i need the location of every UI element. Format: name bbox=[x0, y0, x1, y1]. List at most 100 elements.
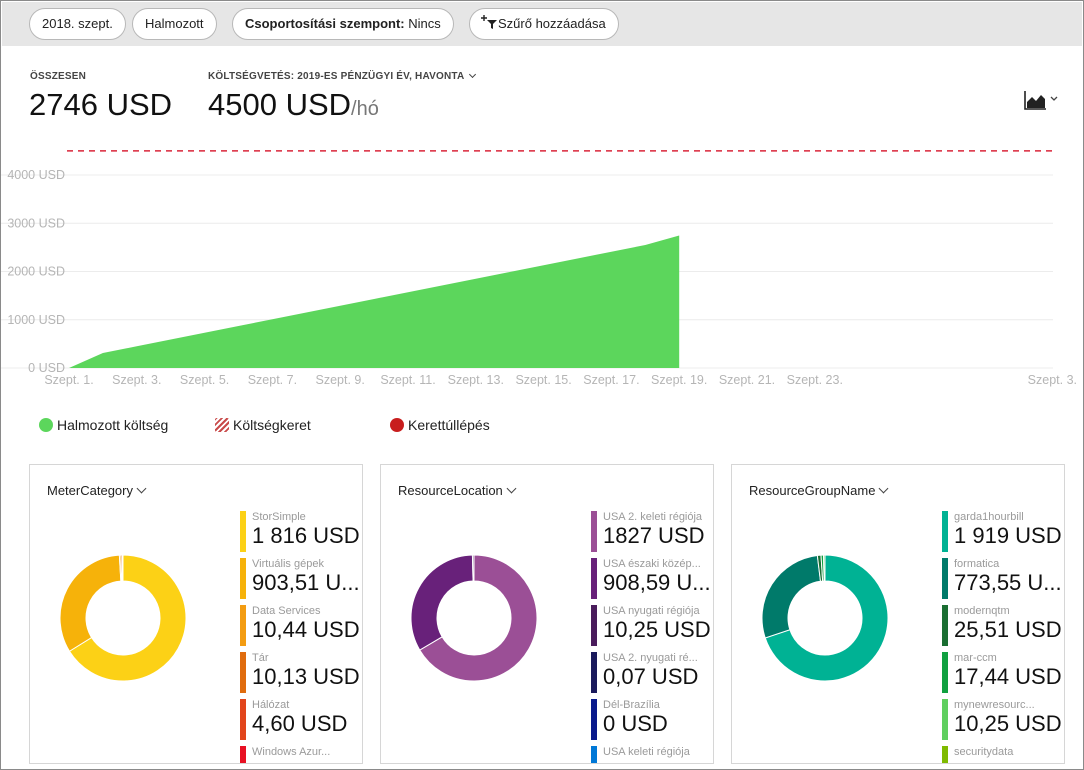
legend-list-item[interactable]: securitydata bbox=[942, 745, 1064, 763]
legend-list-item[interactable]: Hálózat 4,60 USD bbox=[240, 698, 362, 745]
legend-list-item[interactable]: Tár 10,13 USD bbox=[240, 651, 362, 698]
legend-list-item[interactable]: USA keleti régiója bbox=[591, 745, 713, 763]
legend-list-item[interactable]: modernqtm 25,51 USD bbox=[942, 604, 1064, 651]
x-tick-label: Szept. 13. bbox=[448, 373, 504, 387]
meter-category-list: StorSimple 1 816 USD Virtuális gépek 903,51… bbox=[240, 510, 362, 763]
item-name: mynewresourc... bbox=[954, 699, 1035, 711]
donut-slice[interactable] bbox=[410, 554, 474, 651]
red-dot-icon bbox=[390, 418, 404, 432]
legend-cumulative-cost[interactable]: Halmozott költség bbox=[39, 417, 168, 433]
donut-slice[interactable] bbox=[823, 554, 826, 582]
item-name: mar-ccm bbox=[954, 652, 997, 664]
item-value: 4,60 USD bbox=[252, 712, 348, 736]
total-value: 2746 USD bbox=[29, 87, 173, 122]
item-name: USA nyugati régiója bbox=[603, 605, 700, 617]
chart-type-button[interactable] bbox=[1023, 89, 1063, 111]
color-swatch bbox=[591, 558, 597, 599]
card-resource-location: ResourceLocation USA 2. keleti régiója 18… bbox=[380, 464, 714, 764]
item-name: Hálózat bbox=[252, 699, 290, 711]
legend-list-item[interactable]: USA nyugati régiója 10,25 USD bbox=[591, 604, 713, 651]
item-value: 25,51 USD bbox=[954, 618, 1062, 642]
resource-group-donut bbox=[761, 554, 889, 682]
x-tick-label: Szept. 21. bbox=[719, 373, 775, 387]
resource-location-donut bbox=[410, 554, 538, 682]
add-filter-button[interactable]: Szűrő hozzáadása bbox=[469, 8, 619, 40]
color-swatch bbox=[240, 652, 246, 693]
green-dot-icon bbox=[39, 418, 53, 432]
legend-budget[interactable]: Költségkeret bbox=[215, 417, 311, 433]
area-chart-icon bbox=[1024, 91, 1058, 110]
item-value: 10,25 USD bbox=[603, 618, 711, 642]
item-name: Windows Azur... bbox=[252, 746, 331, 758]
card-title-label: ResourceGroupName bbox=[749, 483, 876, 498]
color-swatch bbox=[240, 558, 246, 599]
item-value: 1 816 USD bbox=[252, 524, 360, 548]
donut-slice[interactable] bbox=[59, 554, 122, 652]
color-swatch bbox=[942, 699, 948, 740]
x-tick-label: Szept. 23. bbox=[787, 373, 843, 387]
legend-overrun[interactable]: Kerettúllépés bbox=[390, 417, 490, 433]
legend-list-item[interactable]: StorSimple 1 816 USD bbox=[240, 510, 362, 557]
item-value: 908,59 U... bbox=[603, 571, 711, 595]
legend-list-item[interactable]: Data Services 10,44 USD bbox=[240, 604, 362, 651]
budget-label: KÖLTSÉGVETÉS: 2019-ES PÉNZÜGYI ÉV, HAVON… bbox=[208, 71, 465, 82]
item-value: 10,13 USD bbox=[252, 665, 360, 689]
item-name: Data Services bbox=[252, 605, 321, 617]
legend-list-item[interactable]: Windows Azur... bbox=[240, 745, 362, 763]
x-tick-label: Szept. 3. bbox=[1028, 373, 1077, 387]
legend-list-item[interactable]: USA 2. keleti régiója 1827 USD bbox=[591, 510, 713, 557]
color-swatch bbox=[942, 558, 948, 599]
item-value: 17,44 USD bbox=[954, 665, 1062, 689]
legend-list-item[interactable]: mynewresourc... 10,25 USD bbox=[942, 698, 1064, 745]
item-name: securitydata bbox=[954, 746, 1014, 758]
card-meter-category: MeterCategory StorSimple 1 816 USD Virtuál… bbox=[29, 464, 363, 764]
filter-bar: 2018. szept. Halmozott Csoportosítási sz… bbox=[2, 2, 1082, 46]
card-title-dropdown[interactable]: ResourceLocation bbox=[398, 483, 517, 498]
add-filter-icon bbox=[480, 11, 498, 29]
legend-label: Költségkeret bbox=[233, 417, 311, 433]
legend-list-item[interactable]: USA északi közép... 908,59 U... bbox=[591, 557, 713, 604]
item-name: USA északi közép... bbox=[603, 558, 701, 570]
donut-slice[interactable] bbox=[761, 554, 822, 639]
item-value: 10,44 USD bbox=[252, 618, 360, 642]
color-swatch bbox=[240, 511, 246, 552]
item-value: 0 USD bbox=[603, 712, 668, 736]
cost-area-chart: 0 USD 1000 USD 2000 USD 3000 USD 4000 USD Sz… bbox=[1, 150, 1077, 387]
legend-list-item[interactable]: Virtuális gépek 903,51 U... bbox=[240, 557, 362, 604]
legend-label: Halmozott költség bbox=[57, 417, 169, 433]
item-value: 10,25 USD bbox=[954, 712, 1062, 736]
item-value: 773,55 U... bbox=[954, 571, 1062, 595]
chevron-down-icon bbox=[136, 483, 147, 494]
x-tick-label: Szept. 1. bbox=[44, 373, 93, 387]
meter-category-donut bbox=[59, 554, 187, 682]
y-tick-label: 2000 USD bbox=[7, 265, 65, 279]
chevron-down-icon bbox=[506, 483, 517, 494]
card-title-dropdown[interactable]: MeterCategory bbox=[47, 483, 147, 498]
color-swatch bbox=[591, 746, 597, 763]
y-tick-label: 1000 USD bbox=[7, 313, 65, 327]
chart-mode-filter[interactable]: Halmozott bbox=[132, 8, 217, 40]
item-name: USA 2. nyugati ré... bbox=[603, 652, 698, 664]
legend-list-item[interactable]: Dél-Brazília 0 USD bbox=[591, 698, 713, 745]
color-swatch bbox=[591, 652, 597, 693]
budget-selector[interactable]: KÖLTSÉGVETÉS: 2019-ES PÉNZÜGYI ÉV, HAVON… bbox=[208, 70, 477, 82]
legend-list-item[interactable]: garda1hourbill 1 919 USD bbox=[942, 510, 1064, 557]
legend-list-item[interactable]: mar-ccm 17,44 USD bbox=[942, 651, 1064, 698]
donut-slice[interactable] bbox=[419, 554, 538, 682]
donut-slice[interactable] bbox=[121, 554, 124, 582]
item-name: garda1hourbill bbox=[954, 511, 1024, 523]
x-tick-label: Szept. 5. bbox=[180, 373, 229, 387]
card-title-dropdown[interactable]: ResourceGroupName bbox=[749, 483, 889, 498]
donut-slice[interactable] bbox=[68, 554, 187, 682]
period-filter[interactable]: 2018. szept. bbox=[29, 8, 126, 40]
color-swatch bbox=[240, 605, 246, 646]
item-name: Virtuális gépek bbox=[252, 558, 324, 570]
donut-slice[interactable] bbox=[764, 554, 889, 682]
legend-list-item[interactable]: USA 2. nyugati ré... 0,07 USD bbox=[591, 651, 713, 698]
item-value: 1827 USD bbox=[603, 524, 705, 548]
hatched-marker-icon bbox=[215, 418, 229, 432]
group-by-filter[interactable]: Csoportosítási szempont: Nincs bbox=[232, 8, 454, 40]
color-swatch bbox=[591, 511, 597, 552]
group-by-value: Nincs bbox=[408, 16, 441, 31]
legend-list-item[interactable]: formatica 773,55 U... bbox=[942, 557, 1064, 604]
